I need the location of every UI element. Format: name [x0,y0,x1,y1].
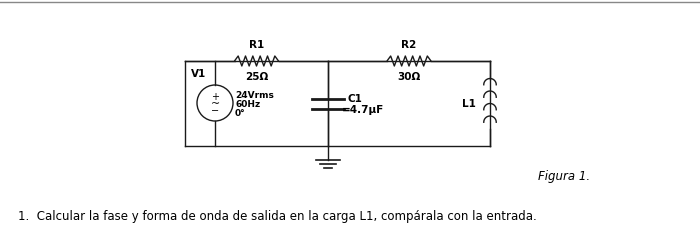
Text: C1: C1 [348,93,363,103]
Text: 25Ω: 25Ω [245,72,268,82]
Text: +: + [211,92,219,102]
Text: R1: R1 [249,40,264,50]
Text: R2: R2 [401,40,416,50]
Text: V1: V1 [191,69,206,79]
Text: =4.7μF: =4.7μF [342,105,384,115]
Text: 24Vrms: 24Vrms [235,91,274,100]
Text: 30Ω: 30Ω [398,72,421,82]
Text: Figura 1.: Figura 1. [538,170,590,183]
Text: 0°: 0° [235,109,246,118]
Text: 1.  Calcular la fase y forma de onda de salida en la carga L1, compárala con la : 1. Calcular la fase y forma de onda de s… [18,210,537,222]
Text: −: − [211,106,219,116]
Text: ~: ~ [211,99,220,109]
Text: L1: L1 [462,99,476,109]
Text: 60Hz: 60Hz [235,100,260,109]
